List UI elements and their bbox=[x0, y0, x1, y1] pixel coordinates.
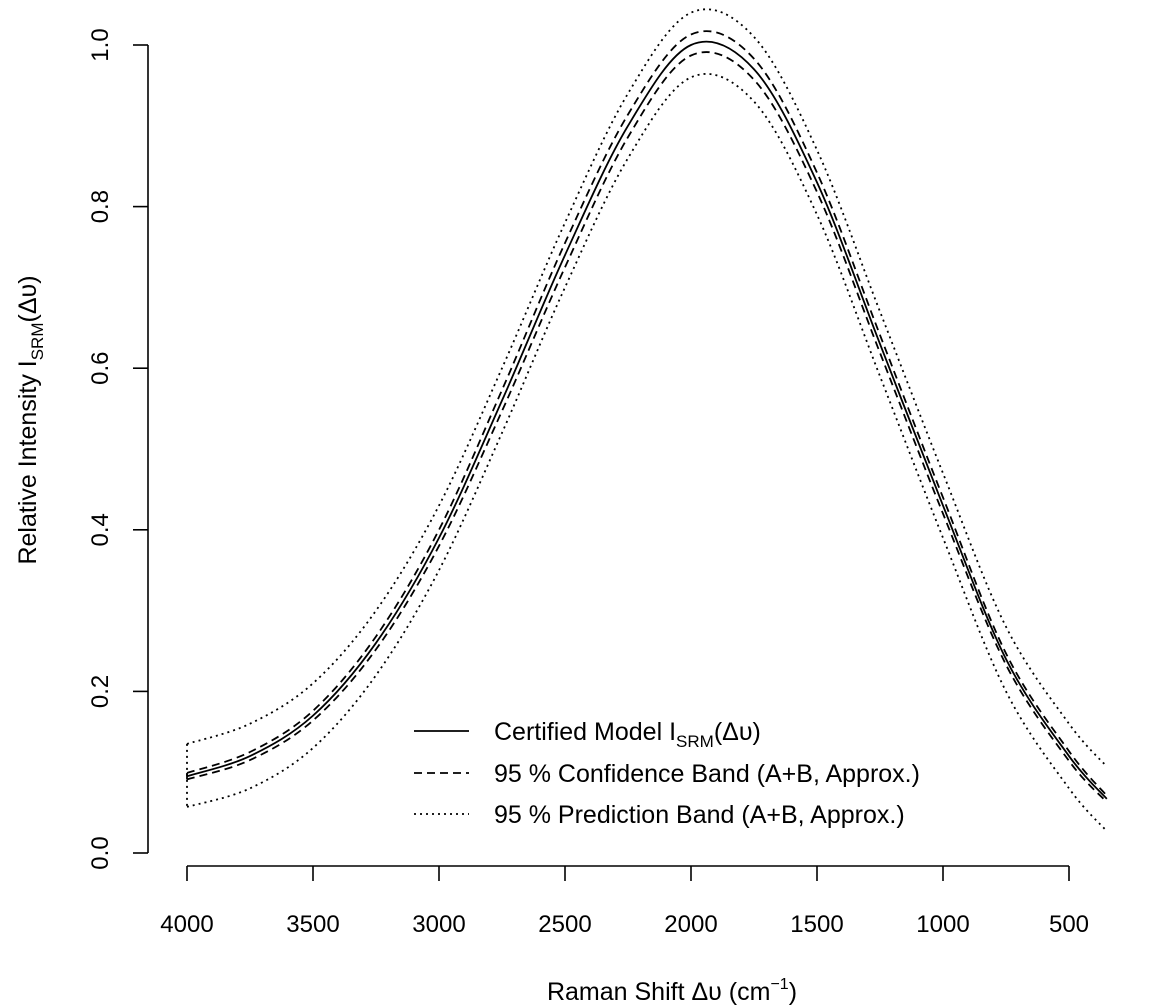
legend-label-prediction: 95 % Prediction Band (A+B, Approx.) bbox=[494, 801, 905, 829]
x-tick-label: 3000 bbox=[412, 911, 465, 938]
y-axis-ticks: 0.0 0.2 0.4 0.6 0.8 1.0 bbox=[87, 28, 148, 870]
series-line-dotted-lower bbox=[186, 73, 1108, 832]
x-tick-label: 2000 bbox=[664, 911, 717, 938]
x-axis-title-close: ) bbox=[789, 978, 797, 1006]
series-line-dotted-upper bbox=[186, 8, 1108, 768]
y-tick-label: 1.0 bbox=[87, 28, 114, 61]
legend-label-model: Certified Model ISRM(Δυ) bbox=[494, 718, 761, 751]
legend-label-confidence: 95 % Confidence Band (A+B, Approx.) bbox=[494, 760, 920, 788]
x-tick-label: 1500 bbox=[790, 911, 843, 938]
y-tick-label: 0.2 bbox=[87, 675, 114, 708]
y-tick-label: 0.0 bbox=[87, 836, 114, 869]
series-line-dashed-lower bbox=[186, 51, 1108, 803]
x-axis-ticks: 4000 3500 3000 2500 2000 1500 1000 500 bbox=[160, 866, 1089, 938]
legend: Certified Model ISRM(Δυ) 95 % Confidence… bbox=[414, 718, 920, 829]
series-line-dashed-upper bbox=[186, 30, 1108, 797]
x-tick-label: 1000 bbox=[916, 911, 969, 938]
y-axis-title-tail: (Δυ) bbox=[14, 275, 42, 322]
legend-label-model-tail: (Δυ) bbox=[714, 718, 761, 746]
y-axis-title-sub: SRM bbox=[28, 322, 47, 360]
x-axis-title-main: Raman Shift Δυ (cm bbox=[547, 978, 770, 1006]
legend-label-model-sub: SRM bbox=[676, 732, 714, 751]
x-axis-title-sup: −1 bbox=[770, 976, 788, 993]
x-axis-title: Raman Shift Δυ (cm−1) bbox=[547, 976, 797, 1006]
x-tick-label: 4000 bbox=[160, 911, 213, 938]
series-line-solid bbox=[186, 40, 1108, 800]
y-axis-title-main: Relative Intensity I bbox=[14, 360, 42, 564]
x-tick-label: 500 bbox=[1049, 911, 1089, 938]
x-tick-label: 2500 bbox=[538, 911, 591, 938]
y-axis-title: Relative Intensity ISRM(Δυ) bbox=[14, 275, 47, 564]
y-tick-label: 0.6 bbox=[87, 352, 114, 385]
series-group bbox=[186, 8, 1108, 832]
legend-label-model-main: Certified Model I bbox=[494, 718, 676, 746]
y-tick-label: 0.4 bbox=[87, 513, 114, 546]
y-tick-label: 0.8 bbox=[87, 190, 114, 223]
x-tick-label: 3500 bbox=[286, 911, 339, 938]
